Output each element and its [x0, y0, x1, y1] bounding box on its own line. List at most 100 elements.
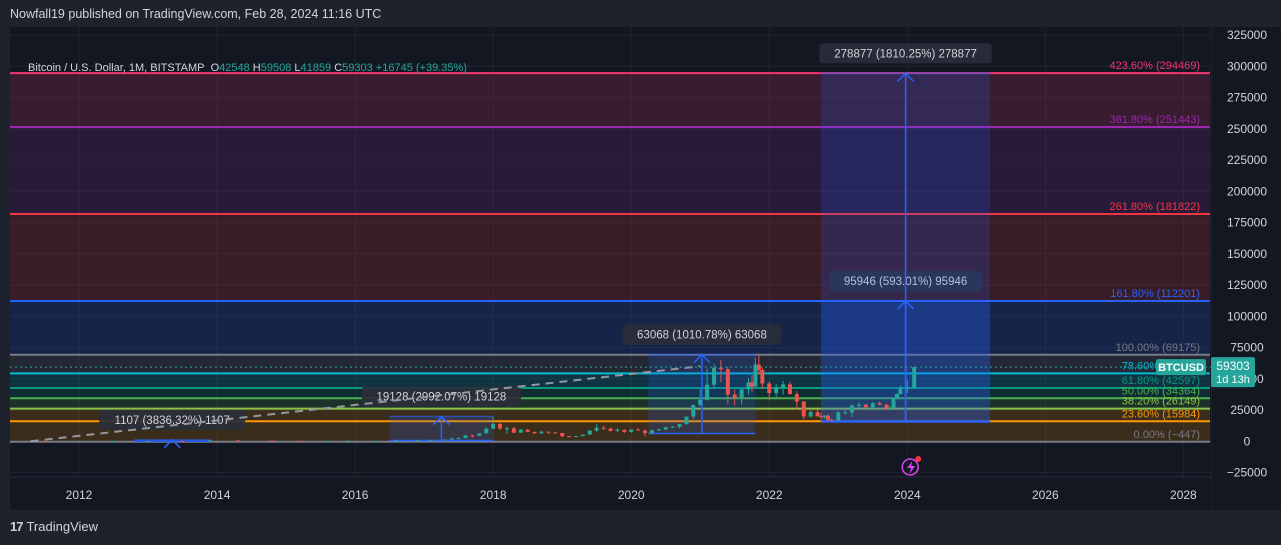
candle-body	[77, 441, 82, 443]
price-chart[interactable]: 423.60% (294469) 361.80% (251443) 261.80% …	[10, 27, 1211, 510]
candle-body	[677, 424, 682, 427]
candle-body	[794, 394, 799, 402]
price-axis[interactable]: 325000 300000 275000 250000 225000 200000 1750…	[1210, 27, 1281, 510]
candle-body	[843, 412, 848, 414]
price-axis-tick-label: 225000	[1227, 153, 1267, 167]
tradingview-logo-icon: 17	[10, 519, 24, 534]
time-axis-tick-label: 2018	[480, 488, 507, 502]
candle-body	[180, 441, 185, 443]
symbol-price-tag-label: BTCUSD	[1158, 362, 1204, 374]
candle-body	[718, 367, 723, 370]
candle-body	[560, 433, 565, 437]
candle-body	[801, 401, 806, 417]
fib-level-label: 100.00% (69175)	[1116, 342, 1200, 354]
fib-level-label: 423.60% (294469)	[1109, 60, 1200, 72]
fib-zone	[10, 213, 1210, 301]
candle-body	[912, 367, 917, 389]
candle-body	[656, 429, 661, 431]
candle-body	[787, 384, 792, 395]
candle-body	[567, 436, 572, 438]
price-axis-tick-label: 25000	[1230, 403, 1264, 417]
fib-level-label: 261.80% (181822)	[1109, 201, 1200, 213]
time-axis-tick-label: 2012	[66, 488, 93, 502]
fib-level-label: 61.80% (42597)	[1122, 375, 1200, 387]
price-axis-svg[interactable]: 3250003000002750002500002250002000001750…	[1210, 27, 1281, 510]
candle-body	[636, 429, 641, 431]
lightning-icon-ring	[901, 458, 919, 476]
symbol-legend[interactable]: Bitcoin / U.S. Dollar, 1M, BITSTAMP O425…	[28, 62, 467, 74]
candle-body	[877, 403, 882, 405]
candle-body	[856, 404, 861, 406]
price-axis-tick-label: 250000	[1227, 122, 1267, 136]
fib-zone	[10, 354, 1210, 374]
fib-zone	[10, 126, 1210, 214]
price-axis-tick-label: 275000	[1227, 91, 1267, 105]
price-axis-tick-label: 0	[1244, 434, 1251, 448]
candle-body	[373, 440, 378, 442]
candle-body	[819, 416, 824, 418]
tradingview-footer[interactable]: 17 TradingView	[10, 519, 98, 534]
candle-body	[649, 430, 654, 434]
time-axis-tick-label: 2014	[204, 488, 231, 502]
candle-body	[608, 428, 613, 431]
candle-body	[511, 428, 516, 433]
last-price-badge-value: 59303	[1216, 359, 1250, 373]
candle-body	[705, 384, 710, 400]
candle-body	[532, 431, 537, 434]
candle-body	[739, 389, 744, 398]
candle-body	[781, 384, 786, 388]
time-axis-tick-label: 2028	[1170, 488, 1197, 502]
candle-body	[208, 440, 213, 442]
chart-pane[interactable]: 423.60% (294469) 361.80% (251443) 261.80% …	[10, 27, 1211, 510]
high-value: 59508	[260, 62, 292, 74]
price-axis-tick-label: 200000	[1227, 184, 1267, 198]
candle-body	[415, 440, 420, 442]
candle-body	[498, 424, 503, 429]
candle-body	[622, 429, 627, 432]
candle-body	[10, 441, 12, 443]
candle-body	[429, 439, 434, 441]
candle-body	[774, 387, 779, 394]
candle-body	[836, 412, 841, 421]
lightning-icon	[901, 456, 922, 476]
candle-body	[684, 416, 689, 424]
time-axis-tick-label: 2020	[618, 488, 645, 502]
symbol-price-tag	[1156, 359, 1206, 376]
candle-body	[539, 431, 544, 434]
candle-body	[580, 434, 585, 437]
candle-body	[111, 441, 116, 443]
candle-body	[449, 438, 454, 440]
candle-body	[815, 412, 820, 417]
candle-body	[442, 439, 447, 441]
candle-body	[235, 440, 240, 442]
trend-line	[30, 365, 701, 443]
symbol-title[interactable]: Bitcoin / U.S. Dollar, 1M, BITSTAMP	[28, 62, 205, 74]
fib-zone	[10, 398, 1210, 409]
candle-body	[297, 440, 302, 442]
low-value: 41859	[300, 62, 332, 74]
candle-body	[518, 429, 523, 433]
high-label: H	[252, 62, 261, 74]
measure-label: 19128 (2992.07%) 19128	[376, 392, 506, 404]
candle-body	[601, 427, 606, 429]
candle-body	[553, 432, 558, 434]
measure-arrow-head	[432, 415, 450, 426]
close-label: C	[334, 62, 343, 74]
candle-body	[760, 370, 765, 384]
price-axis-tick-label: 175000	[1227, 216, 1267, 230]
candle-body	[594, 427, 599, 431]
fib-level-label: 161.80% (112201)	[1110, 288, 1200, 300]
fib-level-label: 361.80% (251443)	[1109, 114, 1200, 126]
candle-body	[894, 394, 899, 398]
candle-body	[463, 435, 468, 439]
candle-body	[905, 388, 910, 389]
candle-body	[732, 394, 737, 398]
candle-body	[587, 430, 592, 435]
measure-label: 1107 (3836.32%) 1107	[115, 415, 230, 427]
candle-body	[725, 369, 730, 395]
candle-body	[525, 429, 530, 432]
candle-body	[712, 367, 717, 385]
candle-body	[891, 398, 896, 408]
candle-body	[546, 431, 551, 433]
candle-body	[753, 364, 758, 387]
